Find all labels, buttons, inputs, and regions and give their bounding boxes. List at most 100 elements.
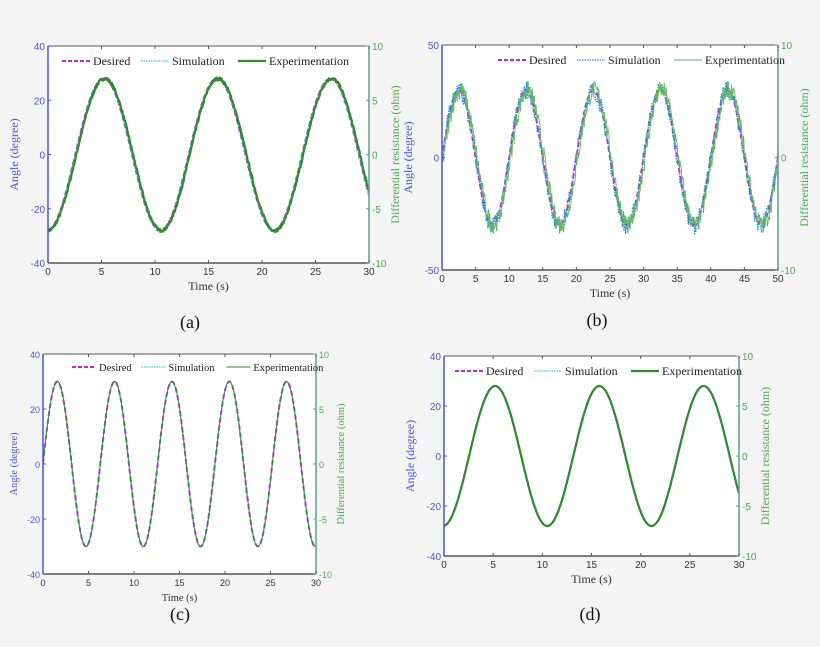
plot-area: [444, 356, 739, 556]
x-tick-label: 5: [99, 267, 105, 278]
y-right-tick-label: -5: [742, 502, 751, 513]
y-right-tick-label: 10: [319, 350, 329, 360]
legend-desired-label: Desired: [529, 53, 566, 67]
y-tick-label: 40: [430, 352, 442, 363]
y-tick-label: -20: [427, 502, 442, 513]
series-simulation-line: [442, 80, 778, 235]
x-tick-label: 40: [705, 274, 717, 285]
x-tick-label: 35: [672, 274, 684, 285]
y-right-tick-label: 0: [781, 154, 787, 165]
x-tick-label: 30: [311, 578, 321, 588]
legend-experimentation-label: Experimentation: [269, 54, 349, 68]
x-tick-label: 15: [203, 267, 215, 278]
x-tick-label: 50: [772, 274, 784, 285]
series-experimentation-line: [444, 384, 739, 528]
x-axis-label: Time (s): [162, 593, 198, 604]
legend-desired-label: Desired: [99, 363, 132, 374]
y-right-tick-label: 10: [372, 42, 384, 53]
y-tick-label: -40: [27, 570, 40, 580]
y-right-tick-label: 5: [742, 402, 748, 413]
y-tick-label: 20: [430, 402, 442, 413]
y-right-tick-label: -5: [319, 515, 327, 525]
x-tick-label: 0: [45, 267, 51, 278]
y-right-tick-label: -10: [781, 266, 796, 277]
x-tick-label: 15: [586, 560, 598, 571]
y-tick-label: -20: [27, 515, 40, 525]
x-tick-label: 30: [363, 267, 375, 278]
y-right-axis-label: Differential resistance (ohm): [336, 403, 347, 525]
x-tick-label: 20: [220, 578, 230, 588]
x-tick-label: 0: [439, 274, 445, 285]
legend-simulation-label: Simulation: [565, 364, 618, 378]
chart-panel-c: 0 5 10 15 20 25 30 -40 -20 0 20 40 -10 -5 0 5 10 Time (s)…: [9, 350, 347, 604]
legend-simulation-label: Simulation: [608, 53, 661, 67]
y-tick-label: 0: [35, 460, 40, 470]
x-tick-label: 10: [129, 578, 139, 588]
y-right-tick-label: 0: [319, 460, 324, 470]
x-tick-label: 5: [86, 578, 91, 588]
legend: Desired Simulation Experimentation: [455, 364, 742, 378]
y-tick-label: 0: [435, 452, 441, 463]
y-right-tick-label: 10: [742, 352, 754, 363]
y-right-tick-label: 0: [372, 151, 378, 162]
x-tick-label: 0: [40, 578, 45, 588]
y-right-axis-label: Differential resistance (ohm): [797, 88, 811, 226]
panel-caption: (c): [170, 604, 190, 625]
plot-area: [48, 46, 369, 263]
series-group: [444, 384, 739, 528]
legend: Desired Simulation Experimentation: [72, 363, 324, 374]
x-tick-label: 10: [537, 560, 549, 571]
y-axis-label: Angle (degree): [9, 432, 20, 496]
y-tick-label: 20: [30, 405, 40, 415]
series-group: [43, 380, 316, 548]
x-axis-label: Time (s): [571, 572, 612, 586]
y-right-tick-label: 10: [781, 41, 793, 52]
panel-caption: (b): [587, 310, 608, 331]
panel-caption: (a): [180, 312, 200, 333]
plot-area: [43, 354, 316, 574]
series-group: [48, 76, 369, 233]
x-tick-label: 20: [635, 560, 647, 571]
legend-experimentation-label: Experimentation: [253, 363, 324, 374]
x-tick-label: 30: [733, 560, 745, 571]
series-experimentation-line: [43, 380, 316, 548]
y-tick-label: 20: [34, 96, 46, 107]
y-tick-label: 0: [433, 154, 439, 165]
panel-caption: (d): [580, 604, 601, 625]
y-tick-label: -40: [31, 259, 46, 270]
y-tick-label: -20: [31, 205, 46, 216]
series-experimentation-line: [442, 81, 778, 235]
y-axis-label: Angle (degree): [401, 121, 415, 193]
x-tick-label: 5: [473, 274, 479, 285]
y-right-tick-label: 0: [742, 452, 748, 463]
x-tick-label: 15: [174, 578, 184, 588]
series-experimentation-line: [48, 76, 369, 233]
y-right-tick-label: -5: [372, 205, 381, 216]
x-tick-label: 10: [149, 267, 161, 278]
legend: Desired Simulation Experimentation: [62, 54, 349, 68]
x-tick-label: 20: [571, 274, 583, 285]
legend-simulation-label: Simulation: [172, 54, 225, 68]
x-tick-label: 15: [537, 274, 549, 285]
legend-experimentation-label: Experimentation: [662, 364, 742, 378]
y-axis-label: Angle (degree): [403, 420, 417, 492]
x-tick-label: 25: [604, 274, 616, 285]
x-tick-label: 25: [265, 578, 275, 588]
chart-panel-a: 0 5 10 15 20 25 30 -40 -20 0 20 40 -10 -5 0 5 10 Time (s)…: [7, 42, 402, 293]
y-right-tick-label: 5: [372, 96, 378, 107]
y-right-tick-label: -10: [742, 552, 757, 563]
chart-panel-d: 0 5 10 15 20 25 30 -40 -20 0 20 40 -10 -5 0 5 10 Time (s)…: [403, 352, 772, 586]
x-tick-label: 20: [256, 267, 268, 278]
x-tick-label: 25: [684, 560, 696, 571]
x-axis-label: Time (s): [590, 286, 631, 300]
x-tick-label: 10: [504, 274, 516, 285]
legend-experimentation-label: Experimentation: [705, 53, 785, 67]
x-tick-label: 5: [490, 560, 496, 571]
y-tick-label: -50: [425, 266, 440, 277]
y-axis-label: Angle (degree): [7, 118, 21, 190]
y-tick-label: 40: [34, 42, 46, 53]
y-right-axis-label: Differential resistance (ohm): [758, 387, 772, 525]
x-tick-label: 30: [638, 274, 650, 285]
x-tick-label: 25: [310, 267, 322, 278]
